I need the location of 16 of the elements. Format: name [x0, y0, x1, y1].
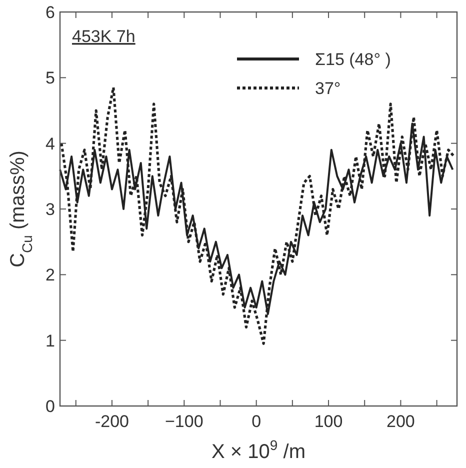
- y-tick-label: 1: [46, 331, 55, 350]
- x-tick-label: 0: [252, 412, 262, 431]
- legend-label: 37°: [315, 79, 341, 98]
- y-tick-label: 6: [46, 3, 55, 22]
- x-tick-label: −100: [165, 412, 204, 431]
- y-tick-label: 5: [46, 68, 55, 88]
- y-tick-label: 0: [46, 397, 55, 416]
- text: -200: [94, 412, 129, 431]
- legend-label: Σ15 (48° ): [315, 50, 391, 69]
- x-axis-title: X × 10$^{9}$ /m: [212, 437, 306, 463]
- y-tick-label: 3: [46, 200, 55, 219]
- y-tick-label: 2: [46, 266, 55, 285]
- y-tick-label: 4: [46, 134, 55, 154]
- annotation: 453K 7h: [72, 27, 136, 46]
- x-tick-label: 200: [386, 412, 415, 431]
- x-tick-label: 100: [314, 412, 343, 431]
